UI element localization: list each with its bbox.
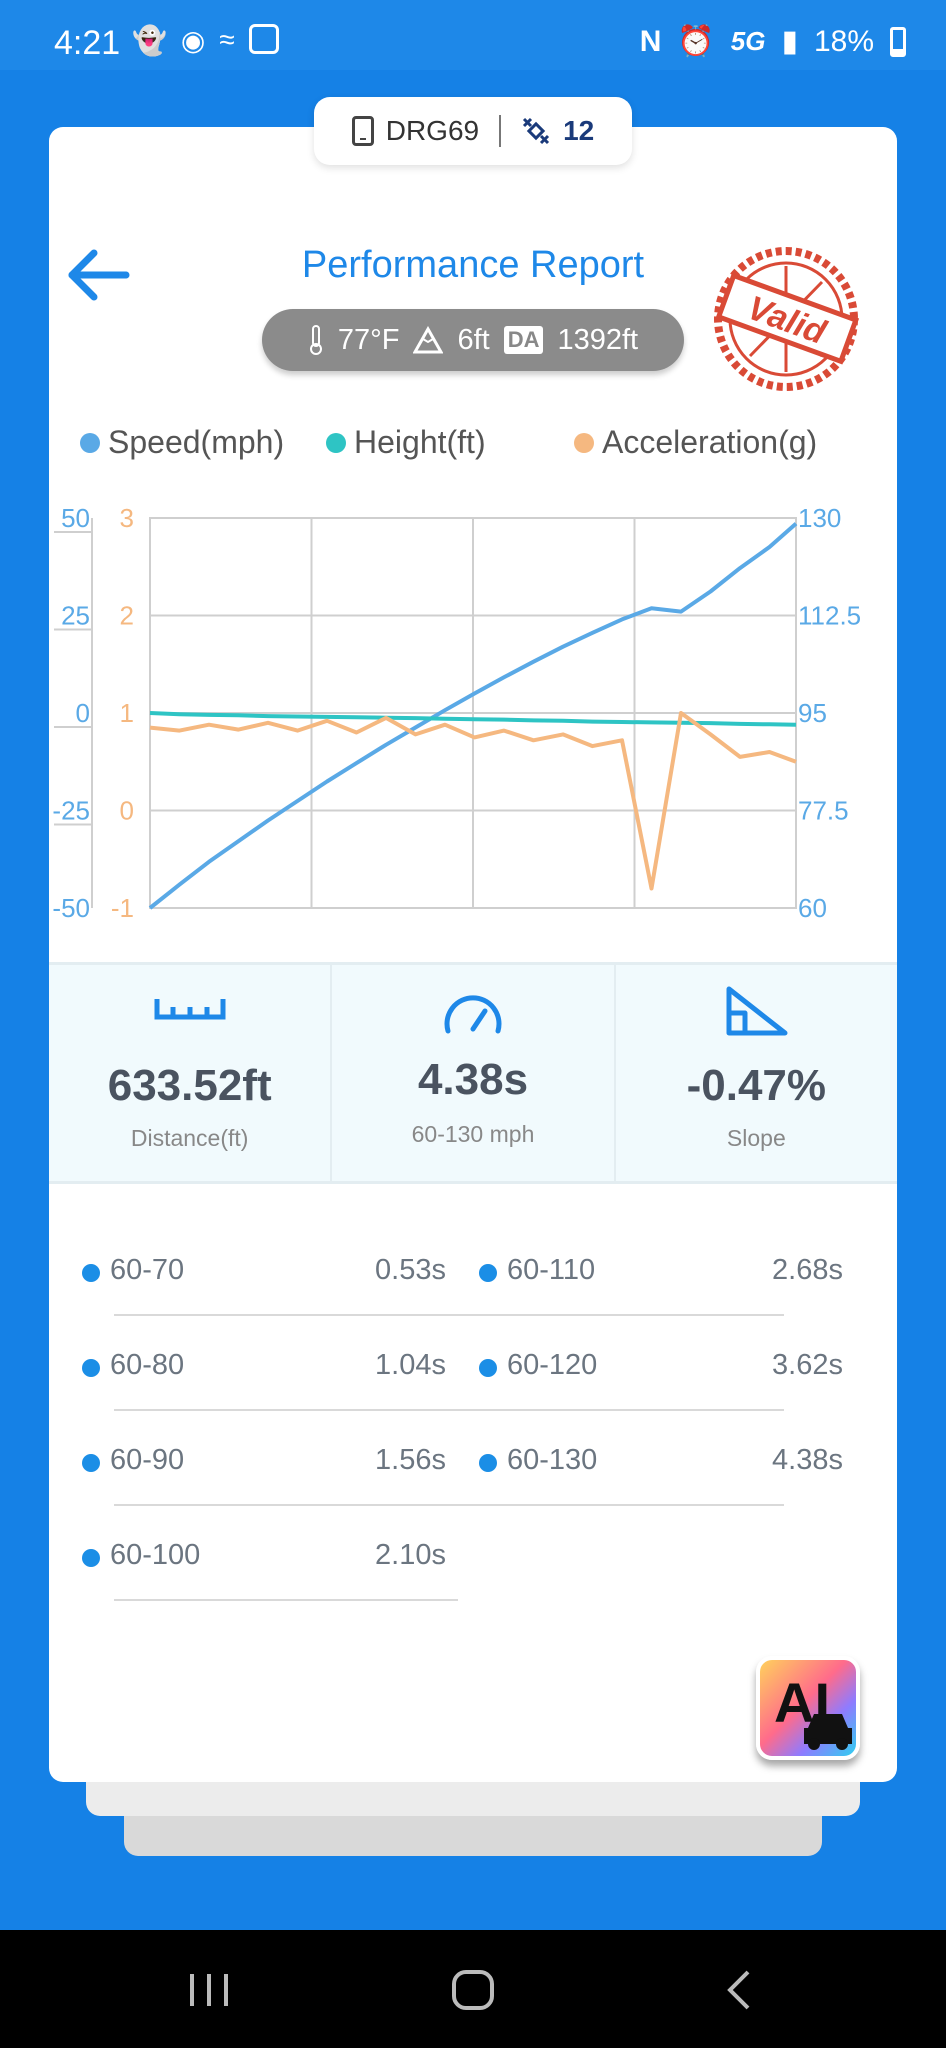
alarm-icon: ⏰ xyxy=(677,25,715,58)
speed-tick-label: 77.5 xyxy=(798,796,849,826)
speed-tick-label: 95 xyxy=(798,698,827,728)
speed-dot-icon xyxy=(80,432,100,453)
speed-tick-label: 130 xyxy=(798,503,841,533)
gallery-icon xyxy=(248,24,279,54)
back-arrow-icon[interactable] xyxy=(66,245,136,305)
speed-line xyxy=(148,522,798,910)
slope-label: Slope xyxy=(726,1125,786,1151)
bullet-icon xyxy=(479,1264,497,1282)
snapchat-icon: 👻 xyxy=(132,25,167,56)
legend-acceleration[interactable]: Acceleration(g) xyxy=(574,424,817,461)
height-line xyxy=(149,711,797,727)
divider xyxy=(114,1504,784,1506)
slope-value: -0.47% xyxy=(686,1061,827,1110)
bullet-icon xyxy=(479,1359,497,1377)
acceleration-tick-label: 2 xyxy=(120,601,134,631)
list-item: 60-70 0.53s xyxy=(82,1254,446,1294)
legend-speed[interactable]: Speed(mph) xyxy=(80,424,284,461)
legend-height[interactable]: Height(ft) xyxy=(326,424,486,461)
report-card xyxy=(49,127,897,1782)
conditions-pill: 77°F 6ft DA 1392ft xyxy=(262,309,684,371)
height-tick-label: 25 xyxy=(61,601,90,631)
divider xyxy=(114,1599,458,1601)
ruler-icon xyxy=(154,999,226,1020)
distance-label: Distance(ft) xyxy=(130,1125,249,1151)
list-item: 60-110 2.68s xyxy=(479,1254,843,1294)
speed-tick-label: 60 xyxy=(798,893,827,920)
battery-percent: 18% xyxy=(813,24,874,58)
home-icon[interactable] xyxy=(450,1968,496,2012)
altitude: 6ft xyxy=(457,323,490,356)
chart-grid xyxy=(91,517,797,909)
signal-icon: ▮ xyxy=(781,25,798,58)
divider xyxy=(114,1409,784,1411)
thermometer-icon xyxy=(309,325,322,355)
system-nav-bar xyxy=(0,1930,946,2048)
ai-assistant-button[interactable]: AI xyxy=(756,1656,860,1760)
status-bar: 4:21 👻 ◉ ≈ N ⏰ 5G ▮ 18% xyxy=(0,0,946,70)
stat-slope: -0.47% Slope xyxy=(613,965,897,1181)
time-value: 4.38s xyxy=(417,1055,529,1104)
stat-distance: 633.52ft Distance(ft) xyxy=(49,965,330,1181)
wind-icon: ≈ xyxy=(219,24,235,55)
car-icon xyxy=(804,1714,852,1750)
distance-value: 633.52ft xyxy=(107,1061,272,1110)
back-icon[interactable] xyxy=(724,1968,754,2012)
bullet-icon xyxy=(479,1454,497,1472)
acceleration-line xyxy=(149,711,797,891)
device-pill[interactable]: DRG69 12 xyxy=(314,97,632,165)
acceleration-tick-label: 3 xyxy=(120,503,134,533)
speedometer-icon xyxy=(444,995,502,1034)
height-tick-label: -25 xyxy=(52,796,90,826)
list-item: 60-100 2.10s xyxy=(82,1539,446,1579)
list-item: 60-80 1.04s xyxy=(82,1349,446,1389)
bullet-icon xyxy=(82,1454,100,1472)
location-icon: ◉ xyxy=(180,25,206,56)
bullet-icon xyxy=(82,1264,100,1282)
height-dot-icon xyxy=(326,432,346,453)
speed-tick-label: 112.5 xyxy=(798,601,861,631)
list-item: 60-90 1.56s xyxy=(82,1444,446,1484)
nfc-icon: N xyxy=(639,24,662,58)
battery-icon xyxy=(890,26,906,57)
device-name: DRG69 xyxy=(385,115,480,146)
density-altitude-label: DA xyxy=(503,326,544,354)
satellite-icon xyxy=(523,117,550,145)
list-item: 60-120 3.62s xyxy=(479,1349,843,1389)
time-label: 60-130 mph xyxy=(411,1121,535,1147)
mountain-icon xyxy=(413,326,444,354)
acceleration-tick-label: 1 xyxy=(120,698,134,728)
height-tick-label: 0 xyxy=(76,698,90,728)
divider xyxy=(114,1314,784,1316)
temperature: 77°F xyxy=(337,323,400,356)
pill-separator xyxy=(499,115,502,147)
height-tick-label: 50 xyxy=(61,503,90,533)
recents-icon[interactable] xyxy=(186,1970,232,2010)
network-type: 5G xyxy=(730,26,766,56)
page-title: Performance Report xyxy=(301,244,645,286)
acceleration-dot-icon xyxy=(574,432,594,453)
device-icon xyxy=(351,116,374,146)
density-altitude: 1392ft xyxy=(557,323,639,356)
satellite-count: 12 xyxy=(563,115,595,146)
valid-stamp: Valid xyxy=(714,247,860,391)
bullet-icon xyxy=(82,1359,100,1377)
stats-panel: 633.52ft Distance(ft) 4.38s 60-130 mph -… xyxy=(49,962,897,1184)
acceleration-tick-label: -1 xyxy=(111,893,134,920)
list-item: 60-130 4.38s xyxy=(479,1444,843,1484)
status-time: 4:21 xyxy=(54,24,121,62)
slope-icon xyxy=(726,986,788,1036)
bullet-icon xyxy=(82,1549,100,1567)
acceleration-tick-label: 0 xyxy=(120,796,134,826)
chart-lines xyxy=(148,522,798,910)
stat-time: 4.38s 60-130 mph xyxy=(330,965,613,1181)
height-tick-label: -50 xyxy=(52,893,90,920)
